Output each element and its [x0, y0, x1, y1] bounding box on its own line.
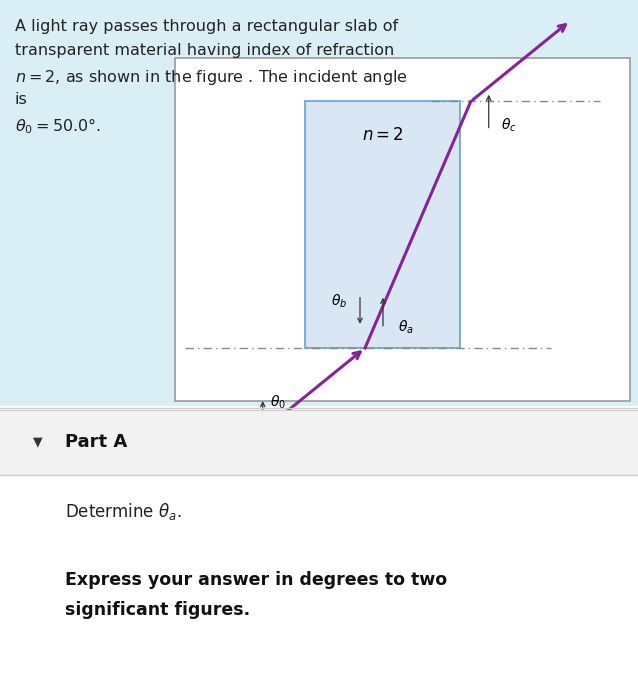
- Bar: [0, 410, 638, 475]
- Text: $n = 2$, as shown in the figure . The incident angle: $n = 2$, as shown in the figure . The in…: [15, 68, 408, 87]
- Text: $\theta_b$: $\theta_b$: [330, 293, 347, 310]
- Text: $\theta_0 = 50.0°$.: $\theta_0 = 50.0°$.: [15, 116, 101, 136]
- Text: Part A: Part A: [65, 433, 127, 451]
- Text: $\theta_0$: $\theta_0$: [270, 393, 286, 411]
- Text: Determine $\theta_a$.: Determine $\theta_a$.: [65, 501, 182, 522]
- Text: ▼: ▼: [33, 435, 43, 449]
- Text: transparent material having index of refraction: transparent material having index of ref…: [15, 43, 394, 59]
- Bar: [175, 58, 630, 401]
- Text: $n = 2$: $n = 2$: [362, 126, 403, 144]
- Text: Express your answer in degrees to two: Express your answer in degrees to two: [65, 571, 447, 589]
- Bar: [305, 102, 460, 348]
- Text: A light ray passes through a rectangular slab of: A light ray passes through a rectangular…: [15, 20, 398, 34]
- Text: significant figures.: significant figures.: [65, 601, 250, 619]
- Text: $\theta_c$: $\theta_c$: [501, 117, 516, 134]
- Text: $\theta_a$: $\theta_a$: [398, 319, 414, 337]
- Text: is: is: [15, 92, 27, 107]
